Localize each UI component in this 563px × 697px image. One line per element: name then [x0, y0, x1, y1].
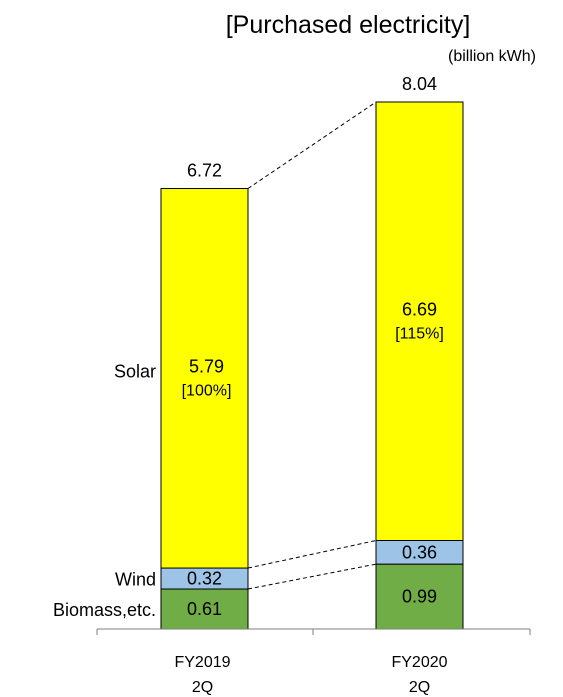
unit-label: (billion kWh)	[448, 48, 536, 65]
value-label-wind-1: 0.36	[402, 542, 437, 562]
series-label-biomass-etc: Biomass,etc.	[53, 600, 156, 620]
value-label-wind-0: 0.32	[187, 569, 222, 589]
percent-label-solar-1: [115%]	[395, 325, 444, 342]
label-group: 0.61 0.32 5.79 [100%] 6.72 0.99 0.36 6.69 [115%]…	[53, 74, 444, 620]
connector-lines	[247, 101, 377, 590]
connector-2	[247, 101, 377, 189]
value-label-biomass-etc-1: 0.99	[402, 587, 437, 607]
x-tick-label-0-1: 2Q	[192, 679, 213, 696]
series-label-solar: Solar	[114, 361, 156, 381]
bar-biomass-etc-0	[160, 588, 249, 630]
value-label-solar-1: 6.69	[402, 299, 437, 319]
chart-title: [Purchased electricity]	[226, 11, 471, 39]
bar-solar-1	[375, 101, 464, 542]
bar-solar-0	[160, 188, 249, 569]
connector-1	[247, 540, 377, 569]
x-tick-label-1-1: 2Q	[409, 679, 430, 696]
value-label-biomass-etc-0: 0.61	[187, 599, 222, 619]
series-label-wind: Wind	[115, 570, 156, 590]
value-label-solar-0: 5.79	[189, 356, 224, 376]
total-label-1: 8.04	[402, 74, 437, 94]
total-label-0: 6.72	[187, 161, 222, 181]
x-tick-label-0-0: FY2019	[174, 654, 230, 671]
x-tick-label-1-0: FY2020	[391, 654, 447, 671]
percent-label-solar-0: [100%]	[182, 382, 232, 399]
bar-group	[160, 101, 464, 630]
connector-0	[247, 563, 377, 590]
x-tick-labels: FY2019 2Q FY2020 2Q	[174, 654, 447, 696]
bar-biomass-etc-1	[375, 563, 464, 630]
